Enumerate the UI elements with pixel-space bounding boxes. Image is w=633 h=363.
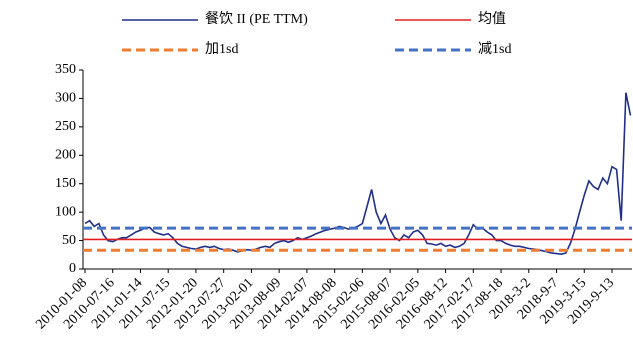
y-tick-label: 0 <box>69 261 76 276</box>
legend-label: 减1sd <box>478 41 511 57</box>
y-tick-label: 100 <box>55 204 76 219</box>
y-tick-label: 350 <box>55 62 76 77</box>
legend-label: 餐饮 II (PE TTM) <box>205 11 308 27</box>
legend-label: 加1sd <box>205 41 238 57</box>
legend-label: 均值 <box>478 11 506 27</box>
y-tick-label: 200 <box>55 148 76 163</box>
series-line <box>84 92 632 256</box>
y-tick-label: 150 <box>55 176 76 191</box>
y-tick-label: 300 <box>55 91 76 106</box>
y-tick-label: 50 <box>62 233 76 248</box>
y-tick-label: 250 <box>55 119 76 134</box>
